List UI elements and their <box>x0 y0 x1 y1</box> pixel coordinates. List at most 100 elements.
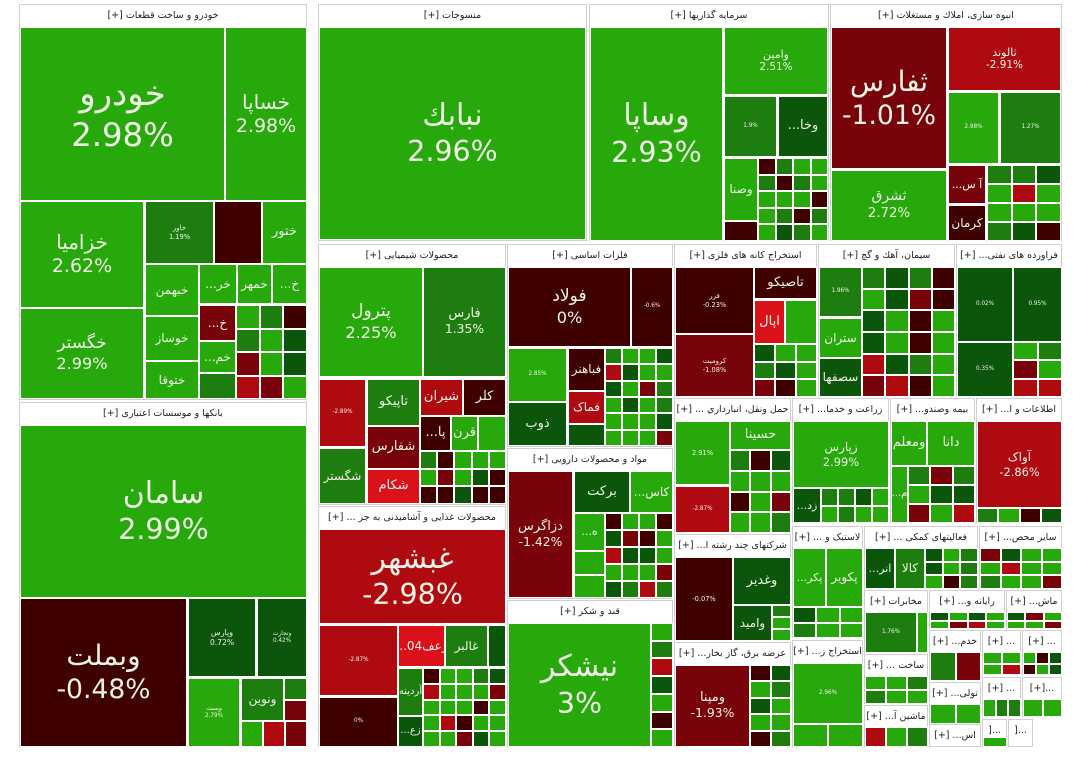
stock-tile-small[interactable] <box>1013 360 1038 379</box>
stock-tile[interactable]: 0.02% <box>957 267 1013 342</box>
stock-tile-small[interactable] <box>420 468 438 487</box>
stock-tile-small[interactable] <box>651 676 673 694</box>
stock-tile-small[interactable] <box>1036 165 1061 184</box>
stock-tile[interactable]: خ... <box>199 305 236 341</box>
stock-tile-small[interactable] <box>236 375 260 399</box>
stock-tile-small[interactable] <box>651 693 673 712</box>
stock-tile-small[interactable] <box>816 607 840 623</box>
stock-tile-small[interactable] <box>1043 612 1062 621</box>
stock-tile[interactable]: غالبر <box>445 625 488 667</box>
stock-tile-small[interactable] <box>605 547 622 564</box>
stock-tile[interactable]: خبهمن <box>145 264 199 316</box>
stock-tile-small[interactable] <box>931 288 955 311</box>
stock-tile-small[interactable] <box>983 699 996 717</box>
stock-tile[interactable]: سامان 2.99% <box>20 425 307 598</box>
stock-tile-small[interactable] <box>793 158 811 175</box>
sector-header-expand[interactable]: حمل ونقل، انبارداري ... [+] <box>676 404 789 415</box>
stock-tile-small[interactable] <box>622 581 639 598</box>
stock-tile-small[interactable] <box>772 617 791 629</box>
sector-header-expand[interactable]: رایانه و... [+] <box>939 596 995 607</box>
stock-tile-small[interactable] <box>886 727 907 747</box>
stock-tile-small[interactable] <box>284 678 307 700</box>
stock-tile-small[interactable] <box>930 466 953 485</box>
stock-tile-small[interactable] <box>862 310 886 332</box>
stock-tile-small[interactable] <box>987 184 1012 203</box>
stock-tile-small[interactable] <box>1002 652 1021 664</box>
stock-tile-small[interactable] <box>1002 663 1021 675</box>
stock-tile[interactable]: خودرو 2.98% <box>20 27 225 201</box>
stock-tile-small[interactable] <box>454 451 472 469</box>
stock-tile[interactable]: 2.91% <box>675 421 730 485</box>
stock-tile-small[interactable] <box>471 468 489 487</box>
stock-tile[interactable]: وپست 2.79% <box>188 678 240 747</box>
stock-tile-small[interactable] <box>886 676 907 690</box>
stock-tile-small[interactable] <box>259 328 284 352</box>
stock-tile[interactable]: تاپیکو <box>367 379 420 426</box>
stock-tile-small[interactable] <box>855 488 872 506</box>
stock-tile-small[interactable] <box>925 548 943 562</box>
stock-tile-small[interactable] <box>656 429 673 446</box>
stock-tile-small[interactable] <box>605 513 622 530</box>
stock-tile-small[interactable] <box>423 699 440 716</box>
stock-tile-small[interactable] <box>793 174 811 192</box>
stock-tile-small[interactable] <box>862 267 886 289</box>
stock-tile-small[interactable] <box>983 652 1002 664</box>
sector-header-expand[interactable]: تولی... [+] <box>932 688 978 699</box>
sector-header-expand[interactable]: سرمایه گذاریها [+] <box>670 10 748 21</box>
stock-tile-small[interactable] <box>259 352 284 376</box>
stock-tile-small[interactable] <box>770 730 791 747</box>
stock-tile-small[interactable] <box>639 380 656 397</box>
stock-tile[interactable]: وساپا 2.93% <box>590 27 723 241</box>
stock-tile[interactable]: پکر... <box>793 548 826 607</box>
stock-tile-small[interactable] <box>639 413 656 430</box>
stock-tile-small[interactable] <box>1037 360 1062 379</box>
stock-tile-small[interactable] <box>793 224 811 241</box>
stock-tile-small[interactable] <box>730 512 751 533</box>
stock-tile-small[interactable] <box>908 466 931 485</box>
stock-tile-small[interactable] <box>980 561 1001 576</box>
stock-tile-small[interactable] <box>656 530 673 547</box>
stock-tile-small[interactable] <box>775 207 793 225</box>
stock-tile-small[interactable] <box>420 451 438 469</box>
stock-tile-small[interactable] <box>908 288 932 311</box>
sector-header-expand[interactable]: منسوجات [+] <box>423 10 482 21</box>
stock-tile-small[interactable] <box>1041 561 1062 576</box>
stock-tile-small[interactable] <box>865 690 886 704</box>
stock-tile[interactable]: سصفها <box>819 358 862 397</box>
stock-tile-small[interactable] <box>622 413 639 430</box>
stock-tile-small[interactable] <box>983 737 1007 747</box>
stock-tile-small[interactable] <box>960 548 978 562</box>
sector-header-expand[interactable]: فعالیتهای کمکی ... [+] <box>874 532 968 543</box>
stock-tile-small[interactable] <box>862 375 886 397</box>
sector-header-expand[interactable]: محصولات غذایی و آشامیدنی به جز ... [+] <box>328 512 496 523</box>
stock-tile-small[interactable] <box>885 353 909 376</box>
stock-tile[interactable]: ثالوند -2.91% <box>948 27 1061 91</box>
stock-tile[interactable]: ونوین <box>241 678 284 721</box>
stock-tile-small[interactable] <box>1025 620 1044 629</box>
stock-tile-small[interactable] <box>885 375 909 397</box>
stock-tile-small[interactable] <box>839 607 863 623</box>
stock-tile[interactable]: وغدیر <box>733 557 791 605</box>
stock-tile-small[interactable] <box>489 683 506 700</box>
stock-tile[interactable]: وامید <box>733 605 772 641</box>
stock-tile-small[interactable] <box>1025 612 1044 621</box>
stock-tile[interactable]: فماک <box>568 391 605 424</box>
stock-tile-small[interactable] <box>259 375 284 399</box>
stock-tile-small[interactable] <box>489 715 506 732</box>
stock-tile-small[interactable] <box>917 612 928 653</box>
stock-tile-small[interactable] <box>639 581 656 598</box>
sector-header-expand[interactable]: قند و شکر [+] <box>560 606 620 617</box>
stock-tile-small[interactable] <box>930 704 956 724</box>
stock-tile[interactable]: ختوقا <box>145 361 199 399</box>
stock-tile-small[interactable] <box>1023 699 1043 717</box>
stock-tile-small[interactable] <box>236 305 260 329</box>
stock-tile-small[interactable] <box>750 470 771 492</box>
stock-tile-small[interactable] <box>998 508 1020 523</box>
stock-tile-small[interactable] <box>810 174 828 192</box>
sector-header-expand[interactable]: لاستیک و ... [+] <box>794 532 861 543</box>
stock-tile[interactable]: پکویر <box>826 548 863 607</box>
stock-tile-small[interactable] <box>454 486 472 504</box>
stock-tile-small[interactable] <box>423 715 440 732</box>
stock-tile[interactable]: 1.96% <box>819 267 862 317</box>
stock-tile[interactable]: وامین 2.51% <box>724 27 828 95</box>
